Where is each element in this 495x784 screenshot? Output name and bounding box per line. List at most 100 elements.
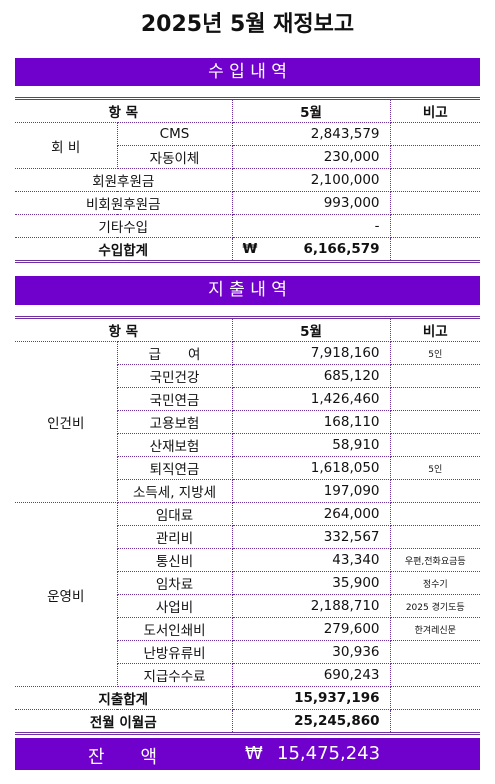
item: 비회원후원금: [15, 191, 233, 215]
note: [389, 387, 481, 411]
amount: 690,243: [231, 663, 391, 687]
row: 퇴직연금 1,618,050 5인: [15, 456, 481, 480]
item: 난방유류비: [117, 640, 233, 664]
row: 자동이체 230,000: [15, 145, 481, 169]
row: 임차료 35,900 정수기: [15, 571, 481, 595]
amount: 685,120: [231, 364, 391, 388]
note: [389, 168, 481, 192]
currency: ₩: [242, 241, 258, 257]
group: 인건비: [15, 341, 118, 503]
note: 정수기: [389, 571, 481, 595]
total-amount: 25,245,860: [294, 713, 380, 729]
item: 산재보험: [117, 433, 233, 457]
amount: 30,936: [231, 640, 391, 664]
note: 2025 경기도등: [389, 594, 481, 618]
item: 통신비: [117, 548, 233, 572]
row: 운영비 임대료 264,000: [15, 502, 481, 687]
row: 난방유류비 30,936: [15, 640, 481, 664]
section-bar: 지 출 내 역: [15, 276, 480, 305]
group: 회 비: [15, 122, 118, 169]
total-label: 전월 이월금: [15, 709, 233, 734]
currency: ₩: [245, 743, 263, 764]
report-title: 2025년 5월 재정보고: [140, 12, 355, 37]
note: [389, 663, 481, 687]
item: 임차료: [117, 571, 233, 595]
amount: 1,426,460: [231, 387, 391, 411]
note: [389, 191, 481, 215]
note: 5인: [389, 341, 481, 365]
amount: 197,090: [231, 479, 391, 503]
balance-bar: 잔 액 ₩ 15,475,243: [15, 738, 480, 770]
row: 산재보험 58,910: [15, 433, 481, 457]
header-cell: 항 목: [15, 317, 233, 342]
total-row: 전월 이월금 25,245,860: [15, 709, 481, 734]
amount: 230,000: [231, 145, 391, 169]
item: 급 여: [116, 341, 233, 365]
amount: 2,843,579: [231, 122, 391, 146]
note: [389, 410, 481, 434]
total-amount-cell: 15,937,196: [231, 686, 391, 710]
total-row: 수입합계 ₩6,166,579: [15, 237, 481, 262]
item: 자동이체: [117, 145, 233, 169]
item: 사업비: [117, 594, 233, 618]
note: [389, 364, 481, 388]
row: 관리비 332,567: [15, 525, 481, 549]
header-row: 항 목 5월 비고: [15, 98, 481, 123]
note: [389, 686, 481, 710]
total-amount: 6,166,579: [303, 241, 380, 257]
amount: -: [231, 214, 391, 238]
amount: 264,000: [231, 502, 391, 526]
item: 국민연금: [117, 387, 233, 411]
note: [389, 237, 481, 262]
group: 운영비: [15, 502, 118, 687]
note: [389, 145, 481, 169]
note: [389, 640, 481, 664]
note: [389, 122, 481, 146]
row: 소득세, 지방세 197,090: [15, 479, 481, 503]
item: 국민건강: [117, 364, 233, 388]
amount: 43,340: [231, 548, 391, 572]
amount: 7,918,160: [231, 341, 391, 365]
amount: 35,900: [231, 571, 391, 595]
row: 회 비 CMS 2,843,579: [15, 122, 481, 169]
total-label: 지출합계: [15, 686, 233, 710]
note: [389, 709, 481, 734]
amount: 2,100,000: [231, 168, 391, 192]
amount: 993,000: [231, 191, 391, 215]
balance-label: 잔 액: [87, 747, 158, 768]
item: 퇴직연금: [117, 456, 233, 480]
note: [389, 214, 481, 238]
row: 지급수수료 690,243: [15, 663, 481, 687]
total-amount-cell: 25,245,860: [231, 709, 391, 734]
note: 한겨레신문: [389, 617, 481, 641]
item: 회원후원금: [15, 168, 233, 192]
section-bar: 수 입 내 역: [15, 58, 480, 86]
amount: 58,910: [231, 433, 391, 457]
note: 5인: [389, 456, 481, 480]
amount: 168,110: [231, 410, 391, 434]
total-amount-cell: ₩6,166,579: [231, 237, 391, 262]
income-table: 항 목 5월 비고 회 비 CMS 2,843,579 자동이체 230,000 회원후원금 2,…: [15, 97, 481, 263]
total-row: 지출합계 15,937,196: [15, 686, 481, 710]
header-cell: 5월: [231, 98, 391, 123]
note: 우편,전화요금등: [389, 548, 481, 572]
note: [389, 479, 481, 503]
note: [389, 502, 481, 526]
amount: 1,618,050: [231, 456, 391, 480]
item: 관리비: [117, 525, 233, 549]
row: 국민건강 685,120: [15, 364, 481, 388]
row: 기타수입 -: [15, 214, 481, 238]
amount: 2,188,710: [231, 594, 391, 618]
row: 회원후원금 2,100,000: [15, 168, 481, 192]
amount: 279,600: [231, 617, 391, 641]
item: 도서인쇄비: [117, 617, 233, 641]
header-row: 항 목 5월 비고: [15, 317, 481, 342]
row: 비회원후원금 993,000: [15, 191, 481, 215]
item: CMS: [116, 122, 233, 146]
row: 인건비 급 여 7,918,160 5인: [15, 341, 481, 503]
header-cell: 5월: [231, 317, 391, 342]
header-cell: 비고: [389, 317, 481, 342]
header-cell: 항 목: [15, 98, 233, 123]
item: 임대료: [116, 502, 233, 526]
